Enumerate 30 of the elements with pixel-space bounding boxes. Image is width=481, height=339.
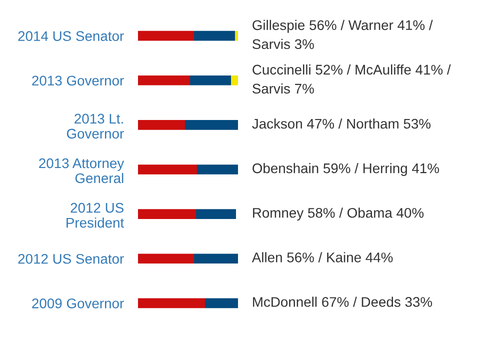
bar bbox=[196, 209, 236, 219]
bar bbox=[138, 209, 196, 219]
text: Romney 58% / Obama 40% bbox=[253, 208, 424, 221]
y-tick-label: 2014 US Senator bbox=[18, 31, 124, 42]
y-tick-label: 2012 US President bbox=[66, 202, 124, 228]
bar bbox=[197, 164, 238, 174]
bar bbox=[185, 120, 238, 130]
text: Obenshain 59% / Herring 41% bbox=[252, 163, 440, 176]
text: Allen 56% / Kaine 44% bbox=[252, 252, 393, 262]
bar bbox=[138, 298, 205, 308]
bar bbox=[205, 298, 238, 308]
text: McDonnell 67% / Deeds 33% bbox=[253, 296, 432, 307]
bar bbox=[138, 164, 197, 174]
y-tick-label: 2013 Attorney General bbox=[39, 158, 124, 184]
text: Gillespie 56% / Warner 41% / Sarvis 3% bbox=[252, 20, 433, 50]
bar bbox=[194, 254, 238, 264]
bar bbox=[138, 254, 194, 264]
bar bbox=[235, 30, 238, 41]
y-tick-label: 2013 Governor bbox=[32, 76, 124, 86]
bar bbox=[190, 75, 231, 86]
y-tick-label: 2012 US Senator bbox=[18, 254, 124, 264]
bar bbox=[231, 75, 238, 86]
bar bbox=[138, 75, 190, 86]
y-tick-label: 2009 Governor bbox=[32, 298, 124, 308]
text: Cuccinelli 52% / McAuliffe 41% / Sarvis 7% bbox=[252, 64, 451, 94]
text: Jackson 47% / Northam 53% bbox=[252, 118, 430, 129]
y-tick-label: 2013 Lt. Governor bbox=[66, 114, 124, 139]
bar bbox=[138, 30, 194, 41]
bar bbox=[138, 120, 185, 130]
bar bbox=[194, 30, 235, 41]
